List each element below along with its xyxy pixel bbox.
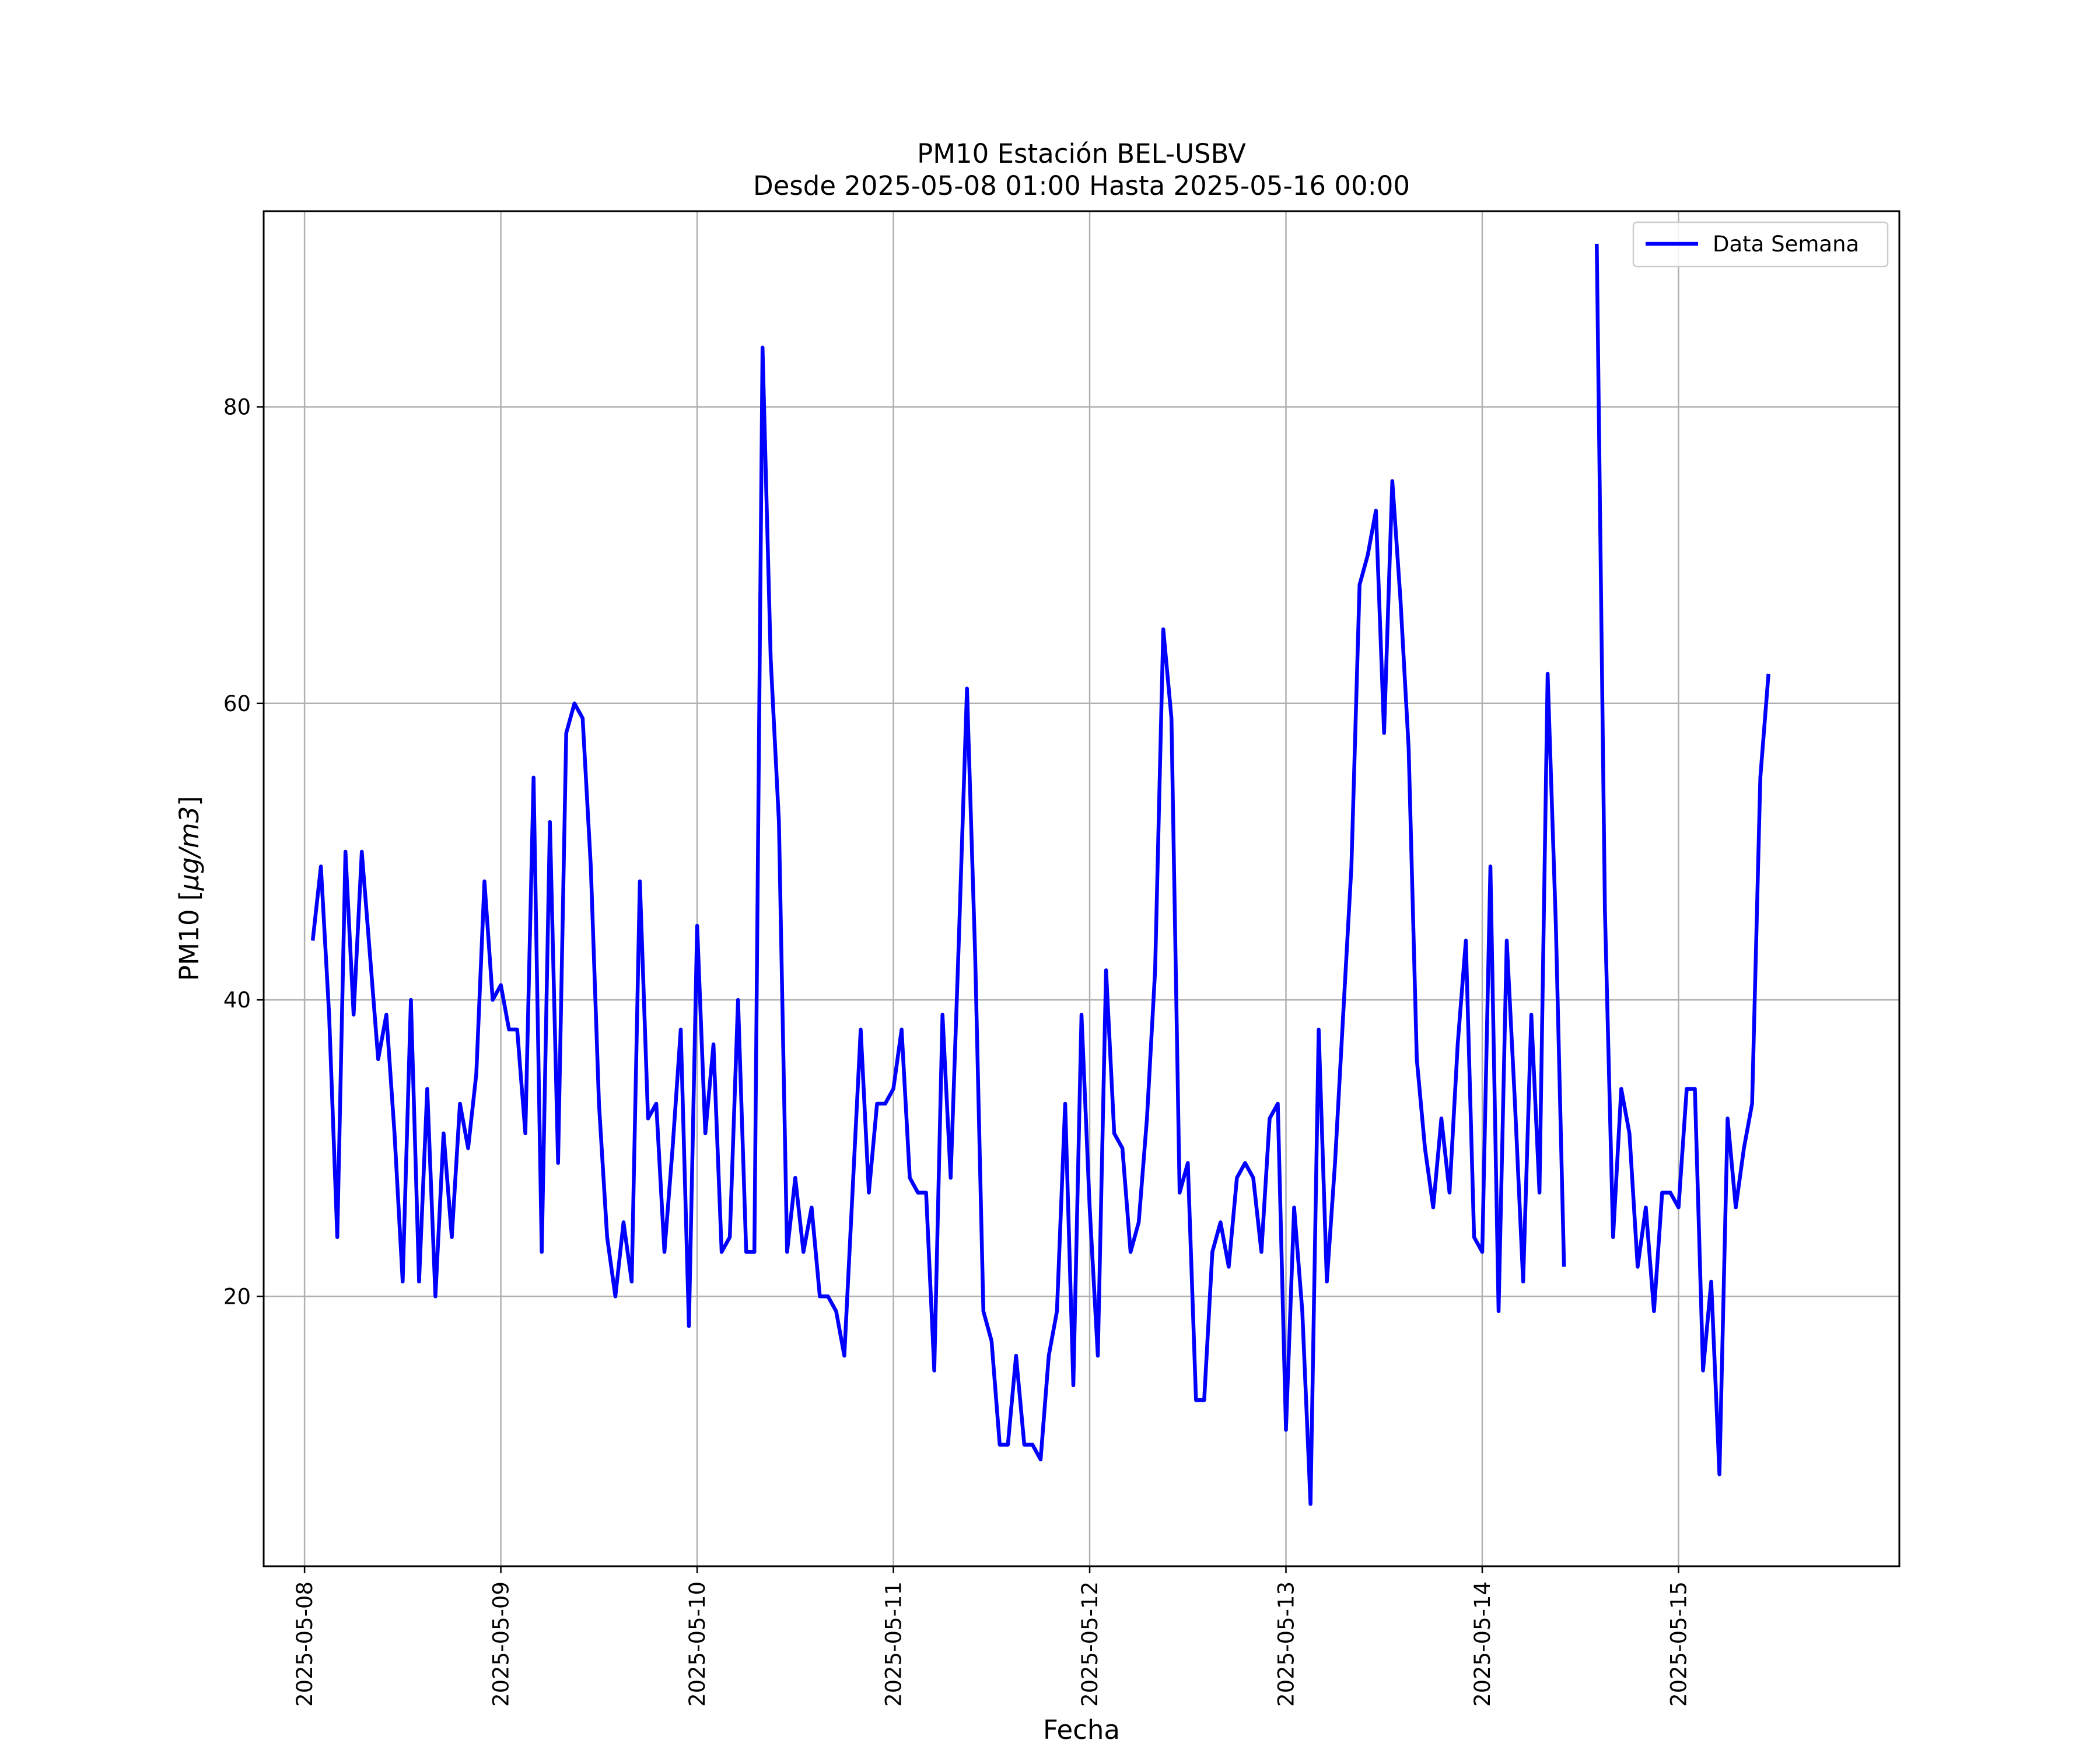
x-tick-label: 2025-05-15 <box>1666 1581 1691 1707</box>
y-tick-label: 20 <box>223 1284 251 1309</box>
y-tick-label: 80 <box>223 394 251 419</box>
y-axis-label-suffix: ] <box>174 796 205 806</box>
grid-lines <box>264 211 1899 1566</box>
y-tick-label: 40 <box>223 988 251 1013</box>
y-tick-label: 60 <box>223 691 251 716</box>
x-tick-label: 2025-05-12 <box>1077 1581 1102 1707</box>
x-tick-label: 2025-05-13 <box>1274 1581 1299 1707</box>
legend: Data Semana <box>1632 221 1889 268</box>
series-line-data-semana <box>310 243 1770 1506</box>
x-tick-label: 2025-05-14 <box>1470 1581 1495 1707</box>
legend-label: Data Semana <box>1713 232 1859 257</box>
x-tick-label: 2025-05-09 <box>489 1581 514 1707</box>
legend-box <box>1632 221 1889 268</box>
x-axis-label: Fecha <box>1043 1714 1120 1745</box>
chart-title-line1: PM10 Estación BEL-USBV <box>917 138 1246 169</box>
y-axis-label-unit: μg/m3 <box>174 806 205 891</box>
y-axis-label-prefix: PM10 [ <box>174 891 205 981</box>
x-tick-label: 2025-05-11 <box>881 1581 907 1707</box>
x-tick-label: 2025-05-08 <box>292 1581 317 1707</box>
chart-title-line2: Desde 2025-05-08 01:00 Hasta 2025-05-16 … <box>753 170 1410 201</box>
plot-frame <box>262 210 1901 1567</box>
y-axis-label: PM10 [μg/m3] <box>174 796 205 981</box>
axis-ticks: 2025-05-08 2025-05-09 2025-05-10 2025-05-11… <box>223 394 1692 1707</box>
x-tick-label: 2025-05-10 <box>685 1581 710 1707</box>
